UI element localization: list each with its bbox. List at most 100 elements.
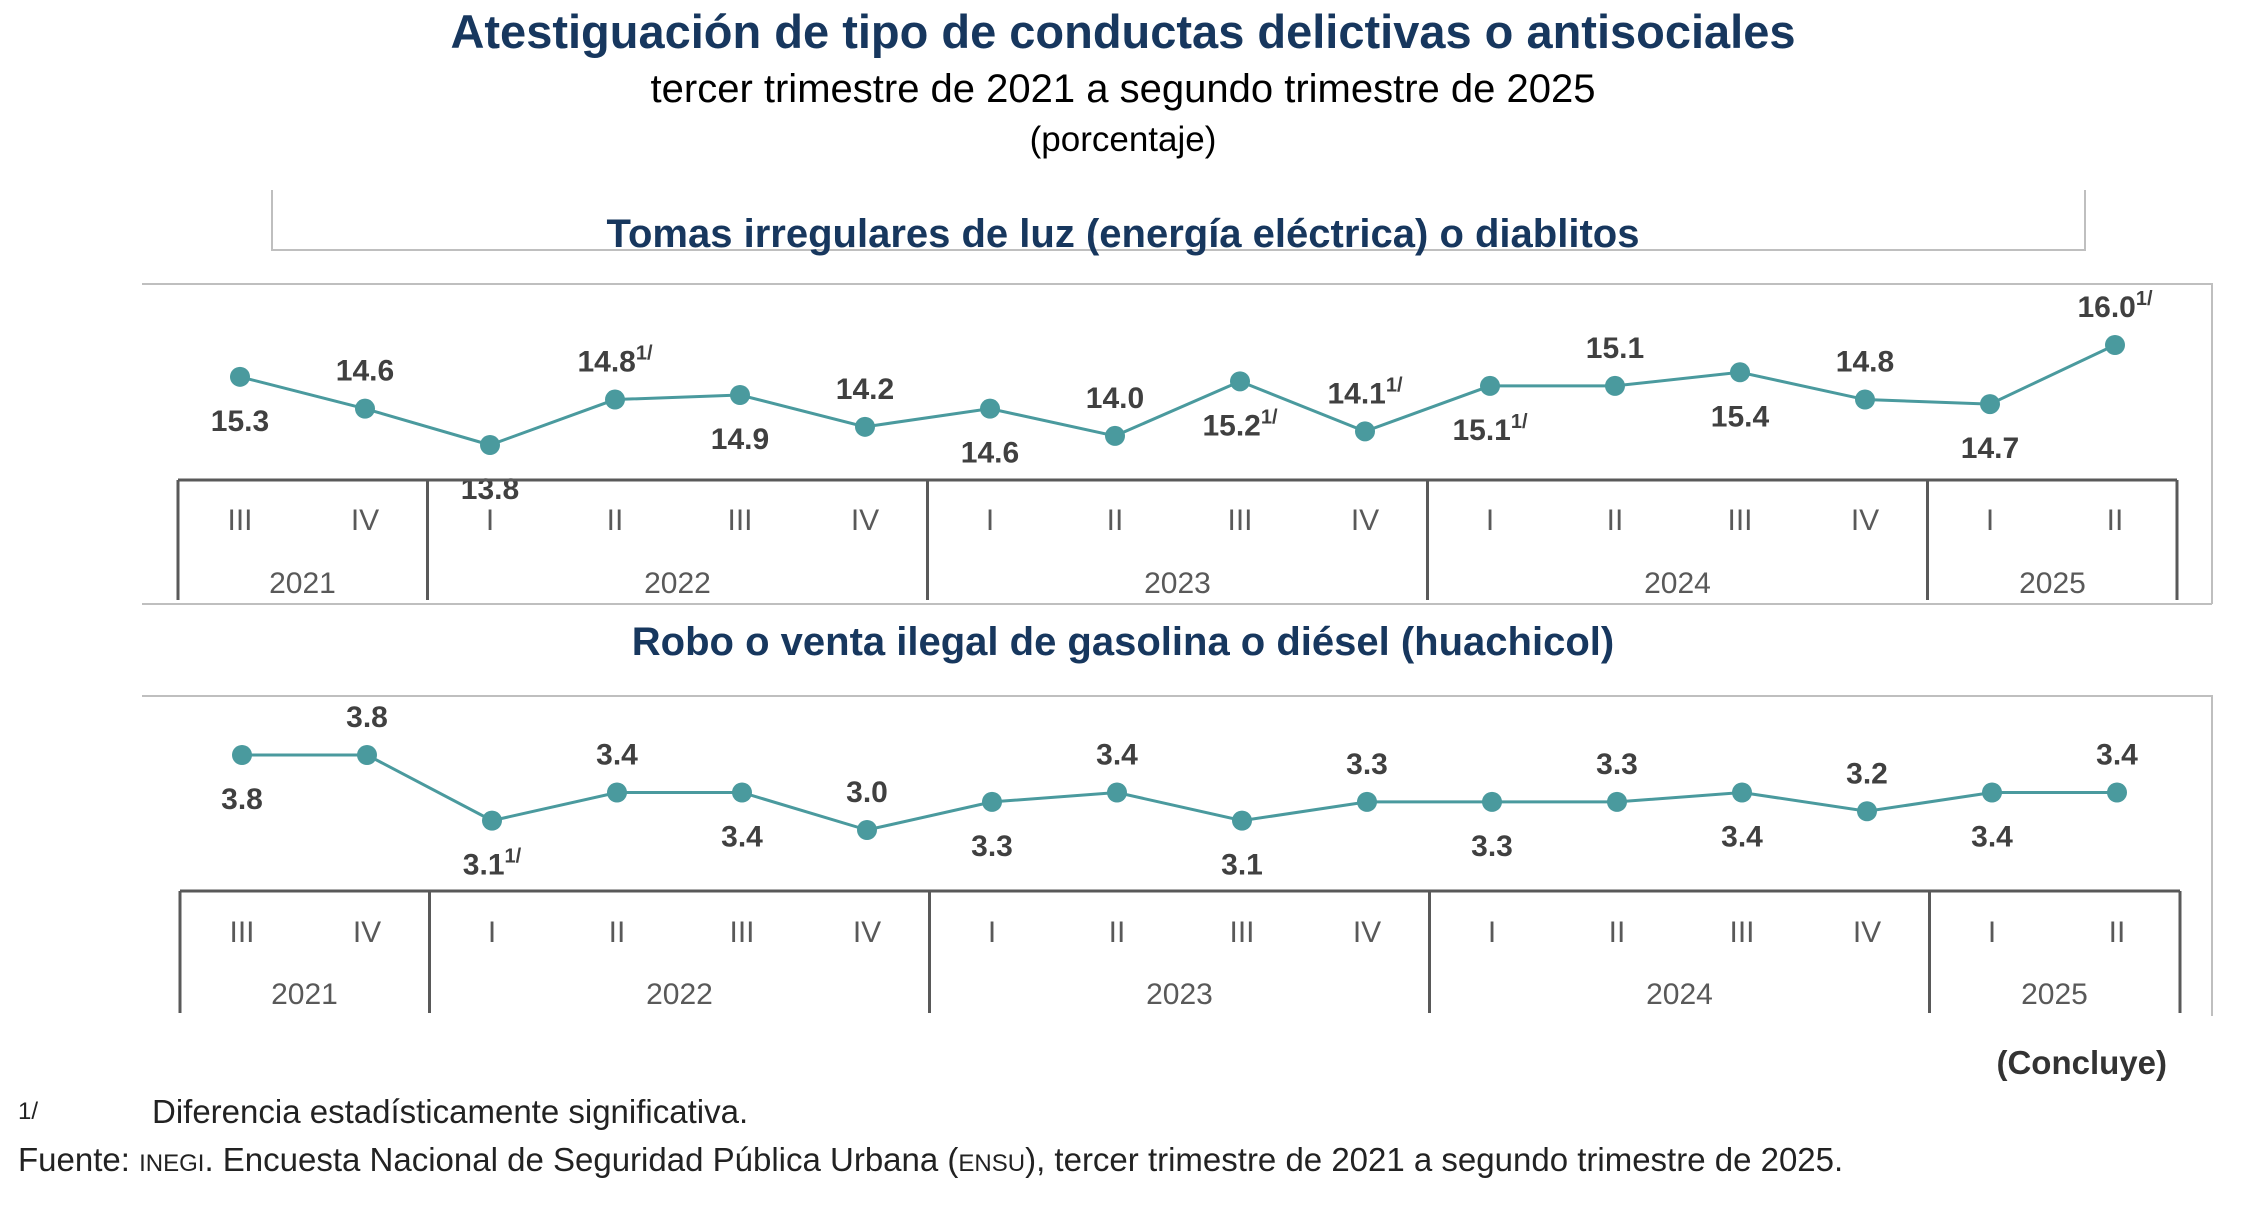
data-label: 14.7 [1961,432,2019,465]
data-label: 3.4 [1971,821,2013,854]
significance-mark: 1/ [1511,411,1528,433]
series-line [242,753,2117,832]
quarter-label: II [1107,504,1124,537]
data-point [1855,389,1875,410]
data-label: 3.2 [1846,757,1888,790]
data-label: 14.9 [711,423,769,456]
data-label: 3.4 [1096,739,1138,772]
quarter-label: IV [353,916,381,949]
footnote-significance: 1/ Diferencia estadísticamente significa… [18,1092,748,1140]
significance-mark: 1/ [505,846,522,868]
year-label: 2025 [2019,567,2086,600]
panel-huachicol: Robo o venta ilegal de gasolina o diésel… [178,620,2182,1013]
data-label: 3.3 [1471,830,1513,863]
quarter-label: II [607,504,624,537]
footnote-mark: 1/ [18,1098,39,1125]
year-label: 2025 [2021,978,2088,1011]
data-label: 15.11/ [1452,411,1528,447]
data-point [607,782,627,803]
data-point [855,416,875,437]
data-point [980,398,1000,419]
data-point [605,389,625,410]
data-label: 16.01/ [2077,288,2153,324]
data-label: 3.3 [1596,748,1638,781]
quarter-label: I [1988,916,1996,949]
quarter-label: II [1109,916,1126,949]
year-label: 2023 [1144,567,1211,600]
panel-title: Robo o venta ilegal de gasolina o diésel… [632,620,1614,664]
quarter-label: I [986,504,994,537]
quarter-label: II [609,916,626,949]
year-label: 2022 [646,978,713,1011]
year-label: 2021 [271,978,338,1011]
data-label: 14.81/ [577,343,653,379]
data-point [732,782,752,803]
data-point [232,745,252,765]
data-point [1357,791,1377,812]
quarter-label: I [988,916,996,949]
quarter-label: III [229,916,254,949]
footnote-significance-text: Diferencia estadísticamente significativ… [152,1093,749,1130]
data-label: 14.8 [1836,346,1894,379]
data-point [1982,782,2002,803]
charts-canvas: Tomas irregulares de luz (energía eléctr… [142,190,2213,1016]
data-label: 3.1 [1221,849,1263,882]
panel-tomas-irregulares: Tomas irregulares de luz (energía eléctr… [176,212,2179,600]
panel-2-plot-frame [142,695,2213,1016]
quarter-label: I [1986,504,1994,537]
data-point [1732,782,1752,803]
data-label: 3.0 [846,776,888,809]
data-label: 14.6 [961,437,1019,470]
quarter-label: III [1727,504,1752,537]
data-point [355,398,375,419]
quarter-label: III [729,916,754,949]
data-label: 15.4 [1711,400,1770,433]
data-point [857,820,877,840]
data-label: 3.11/ [463,846,522,882]
chart-title: Atestiguación de tipo de conductas delic… [450,5,1796,58]
quarter-label: IV [1351,504,1379,537]
data-point [1230,371,1250,392]
data-point [1105,425,1125,446]
quarter-label: II [2109,916,2126,949]
data-label: 3.8 [221,783,263,816]
year-label: 2022 [644,567,711,600]
quarter-label: III [1227,504,1252,537]
quarter-label: II [1609,916,1626,949]
quarter-label: I [488,916,496,949]
data-label: 15.3 [211,405,269,438]
quarter-label: IV [351,504,379,537]
data-label: 3.4 [721,821,763,854]
data-label: 15.1 [1586,332,1644,365]
quarter-label: IV [1851,504,1879,537]
significance-mark: 1/ [1261,406,1278,428]
data-label: 14.2 [836,373,894,406]
series-line [239,343,2116,447]
data-point [1480,375,1500,396]
year-label: 2021 [269,567,336,600]
quarter-label: III [1729,916,1754,949]
quarter-label: I [486,504,494,537]
data-label: 3.4 [2096,739,2138,772]
quarter-label: IV [851,504,879,537]
data-point [1355,421,1375,442]
panel-title: Tomas irregulares de luz (energía eléctr… [607,212,1640,256]
source-org: INEGI [139,1150,205,1177]
quarter-label: I [1486,504,1494,537]
data-point [730,385,750,405]
data-point [2105,335,2125,355]
data-point [1607,791,1627,812]
data-label: 14.6 [336,355,394,388]
chart-unit: (porcentaje) [1029,120,1217,159]
quarter-label: III [1229,916,1254,949]
quarter-label: IV [1853,916,1881,949]
data-label: 15.21/ [1202,406,1278,442]
data-point [1232,810,1252,831]
data-label: 3.3 [971,830,1013,863]
quarter-label: II [2107,504,2124,537]
data-label: 3.4 [596,739,638,772]
significance-mark: 1/ [636,343,653,365]
quarter-label: II [1607,504,1624,537]
quarter-label: IV [853,916,881,949]
year-label: 2024 [1646,978,1713,1011]
